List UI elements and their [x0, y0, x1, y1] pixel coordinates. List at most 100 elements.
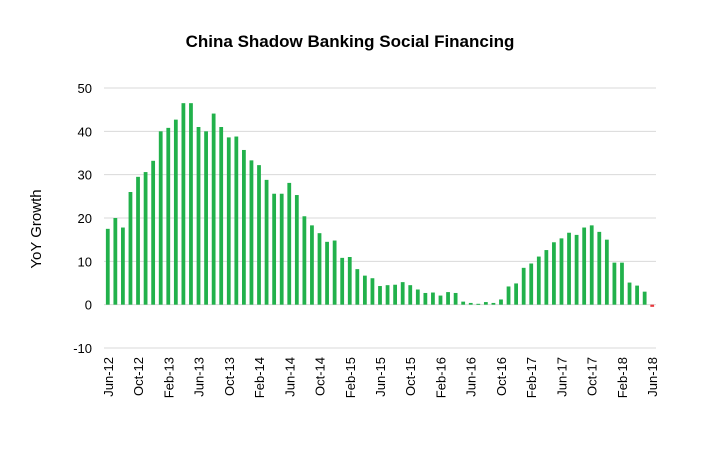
bars — [105, 103, 655, 307]
bar-Nov-12 — [143, 172, 148, 305]
bar-May-15 — [370, 278, 375, 305]
bar-Jan-14 — [249, 160, 254, 305]
bar-Feb-13 — [166, 127, 171, 305]
bar-Jul-14 — [294, 195, 299, 305]
x-tick-label: Jun-18 — [645, 357, 660, 397]
y-tick-label: 10 — [78, 254, 92, 269]
x-tick-label: Jun-17 — [554, 357, 569, 397]
bar-Sep-12 — [128, 192, 133, 305]
bar-Jan-17 — [521, 267, 526, 305]
bar-Jun-14 — [287, 182, 292, 305]
bar-Jan-16 — [431, 292, 435, 305]
x-tick-label: Jun-13 — [192, 357, 207, 397]
x-tick-label: Feb-13 — [161, 357, 176, 398]
bar-Sep-14 — [310, 225, 314, 305]
bar-Nov-15 — [415, 289, 420, 305]
bar-Jul-15 — [385, 285, 390, 305]
bar-Oct-12 — [136, 176, 140, 305]
bar-Jan-18 — [612, 262, 617, 305]
bar-Nov-17 — [597, 231, 602, 305]
bar-Mar-16 — [446, 292, 450, 305]
bar-Oct-15 — [408, 285, 413, 305]
x-axis-ticks: Jun-12 Oct-12 Feb-13 Jun-13 Oct-13 Feb-14 Jun-… — [101, 357, 660, 398]
bar-Jun-18 — [650, 304, 655, 307]
bar-Sep-13 — [219, 127, 224, 305]
bar-Dec-17 — [604, 239, 609, 305]
bar-Jul-12 — [113, 218, 118, 305]
bar-Nov-13 — [234, 136, 239, 305]
bar-Mar-17 — [536, 256, 541, 305]
bar-Jun-12 — [105, 228, 110, 305]
x-tick-label: Jun-16 — [464, 357, 479, 397]
bar-Apr-18 — [635, 285, 639, 305]
bar-Mar-18 — [627, 282, 632, 305]
bar-Aug-12 — [121, 227, 125, 305]
bar-Dec-16 — [514, 283, 518, 305]
bar-Oct-16 — [499, 299, 503, 305]
bar-Jun-17 — [559, 238, 564, 305]
y-axis-title: YoY Growth — [28, 189, 45, 268]
bar-Aug-14 — [302, 216, 307, 305]
bar-Sep-15 — [400, 282, 405, 305]
bar-Aug-16 — [483, 302, 488, 305]
bar-Dec-15 — [423, 292, 428, 305]
bar-Aug-13 — [211, 113, 216, 305]
x-tick-label: Oct-12 — [131, 357, 146, 396]
bar-Oct-17 — [589, 225, 594, 305]
bar-Sep-16 — [491, 302, 496, 305]
bar-Jun-16 — [468, 302, 473, 305]
bar-Mar-15 — [355, 269, 360, 305]
y-axis-ticks: -10 0 10 20 30 40 50 — [73, 81, 92, 356]
bar-Apr-17 — [544, 250, 549, 305]
x-tick-label: Feb-15 — [343, 357, 358, 398]
bar-Feb-16 — [438, 295, 443, 305]
x-tick-label: Oct-13 — [222, 357, 237, 396]
bar-Apr-14 — [272, 193, 277, 305]
x-tick-label: Feb-16 — [433, 357, 448, 398]
x-tick-label: Oct-17 — [585, 357, 600, 396]
y-tick-label: 50 — [78, 81, 92, 96]
bar-Apr-16 — [453, 292, 458, 305]
chart-title: China Shadow Banking Social Financing — [185, 32, 515, 51]
gridlines — [104, 87, 656, 349]
x-tick-label: Oct-15 — [403, 357, 418, 396]
y-tick-label: 20 — [78, 211, 92, 226]
x-tick-label: Feb-14 — [252, 357, 267, 398]
y-tick-label: 30 — [78, 168, 92, 183]
bar-Jul-13 — [204, 131, 208, 305]
y-tick-label: 40 — [78, 124, 92, 139]
bar-Jul-16 — [476, 303, 481, 305]
bar-Oct-14 — [317, 233, 322, 305]
bar-Feb-17 — [529, 263, 534, 305]
bar-Jun-13 — [196, 127, 201, 305]
bar-Apr-13 — [181, 103, 186, 305]
bar-Oct-13 — [226, 137, 231, 305]
bar-May-13 — [189, 103, 193, 305]
y-tick-label: 0 — [85, 298, 92, 313]
bar-Jul-17 — [567, 232, 571, 305]
bar-Nov-16 — [506, 286, 511, 305]
bar-Mar-14 — [264, 179, 269, 305]
bar-Apr-15 — [362, 275, 367, 305]
bar-Feb-15 — [347, 257, 352, 305]
bar-Aug-15 — [393, 284, 398, 305]
bar-Sep-17 — [582, 227, 587, 305]
bar-Jan-13 — [158, 131, 163, 305]
bar-Mar-13 — [173, 119, 178, 305]
x-tick-label: Jun-12 — [101, 357, 116, 397]
x-tick-label: Oct-14 — [313, 357, 328, 396]
bar-Jan-15 — [340, 257, 345, 305]
bar-Nov-14 — [325, 241, 329, 305]
x-tick-label: Jun-15 — [373, 357, 388, 397]
y-tick-label: -10 — [73, 341, 92, 356]
bar-Feb-14 — [257, 165, 261, 305]
x-tick-label: Oct-16 — [494, 357, 509, 396]
x-tick-label: Jun-14 — [282, 357, 297, 397]
bar-May-18 — [642, 291, 647, 305]
x-tick-label: Feb-17 — [524, 357, 539, 398]
bar-May-16 — [461, 301, 466, 305]
bar-Dec-12 — [151, 160, 156, 305]
bar-Aug-17 — [574, 234, 579, 305]
bar-Dec-13 — [242, 149, 246, 305]
